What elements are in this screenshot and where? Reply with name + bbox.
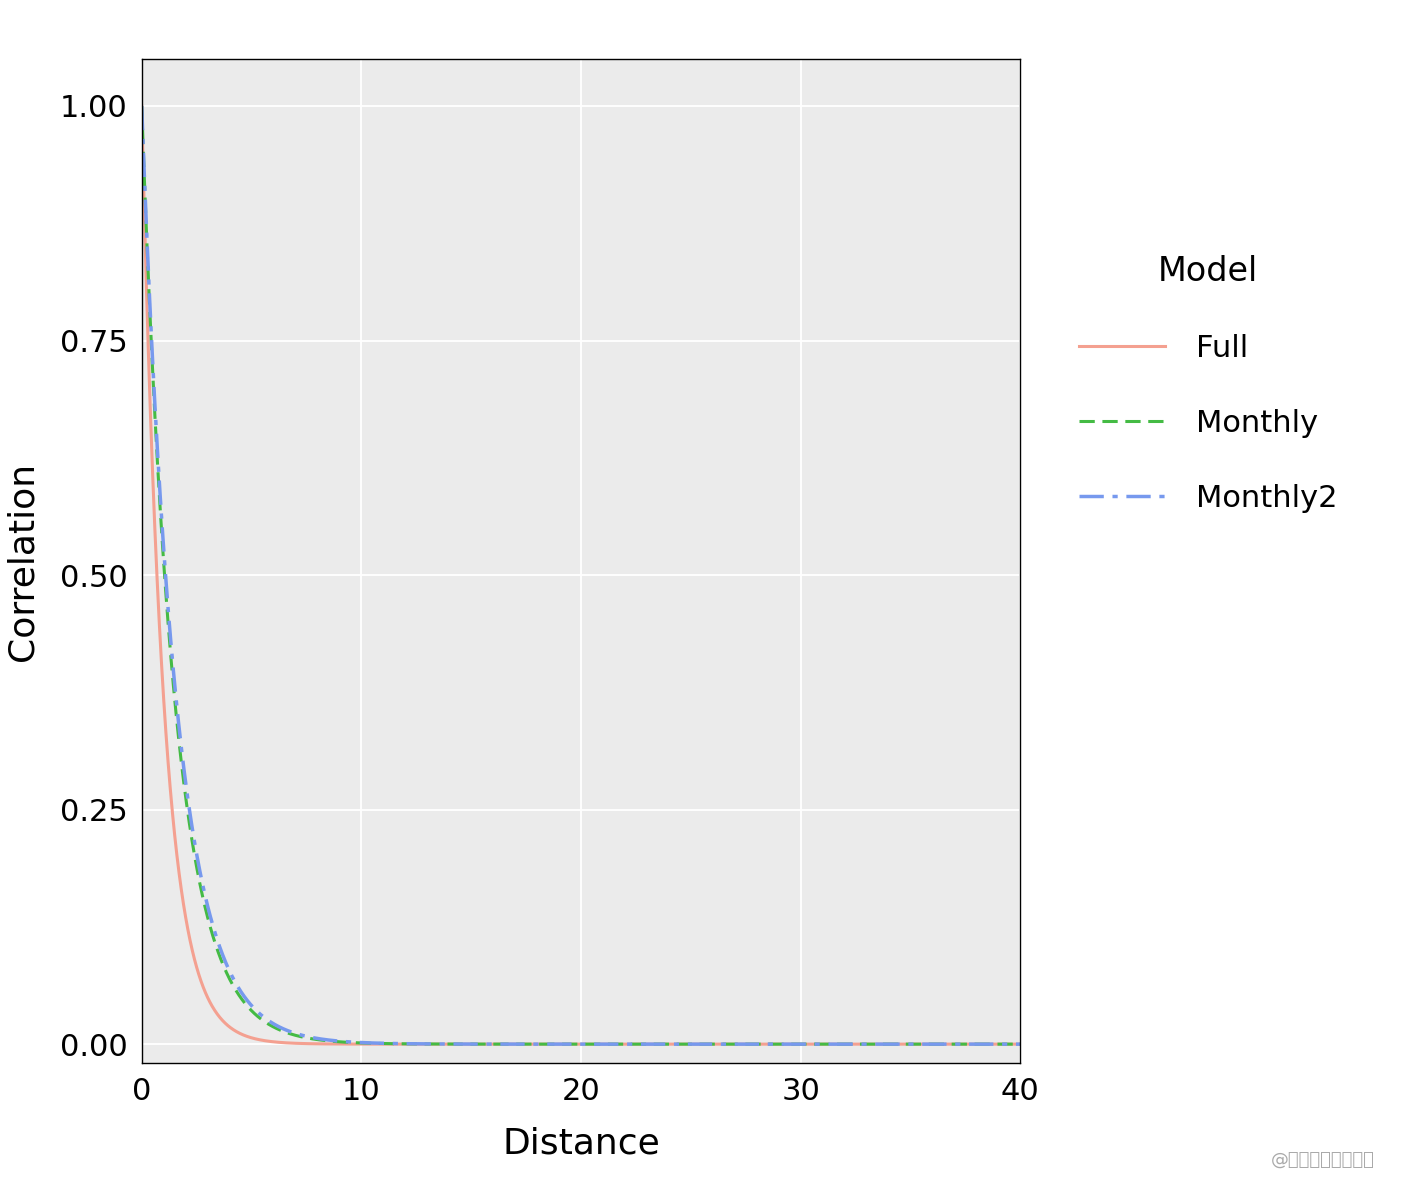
Monthly2 [825,1037,842,1051]
Full [825,1037,842,1051]
Monthly [825,1037,842,1051]
X-axis label: Distance: Distance [502,1127,660,1161]
Full [1012,1037,1029,1051]
Full [560,1037,577,1051]
Line: Monthly: Monthly [142,106,1020,1044]
Monthly [179,796,196,810]
Monthly [986,1037,1003,1051]
Line: Monthly2: Monthly2 [142,106,1020,1044]
Full [179,915,196,929]
Full [986,1037,1003,1051]
Monthly [560,1037,577,1051]
Legend: Full, Monthly, Monthly2: Full, Monthly, Monthly2 [1080,255,1338,513]
Monthly2 [1012,1037,1029,1051]
Line: Full: Full [142,106,1020,1044]
Monthly [986,1037,1003,1051]
Monthly2 [560,1037,577,1051]
Monthly2 [537,1037,554,1051]
Monthly2 [179,782,196,796]
Y-axis label: Correlation: Correlation [6,462,40,660]
Monthly2 [986,1037,1003,1051]
Full [986,1037,1003,1051]
Monthly2 [133,99,150,113]
Monthly [537,1037,554,1051]
Full [133,99,150,113]
Full [537,1037,554,1051]
Text: @稀土掘金技术社区: @稀土掘金技术社区 [1271,1151,1374,1169]
Monthly [1012,1037,1029,1051]
Monthly [133,99,150,113]
Monthly2 [986,1037,1003,1051]
